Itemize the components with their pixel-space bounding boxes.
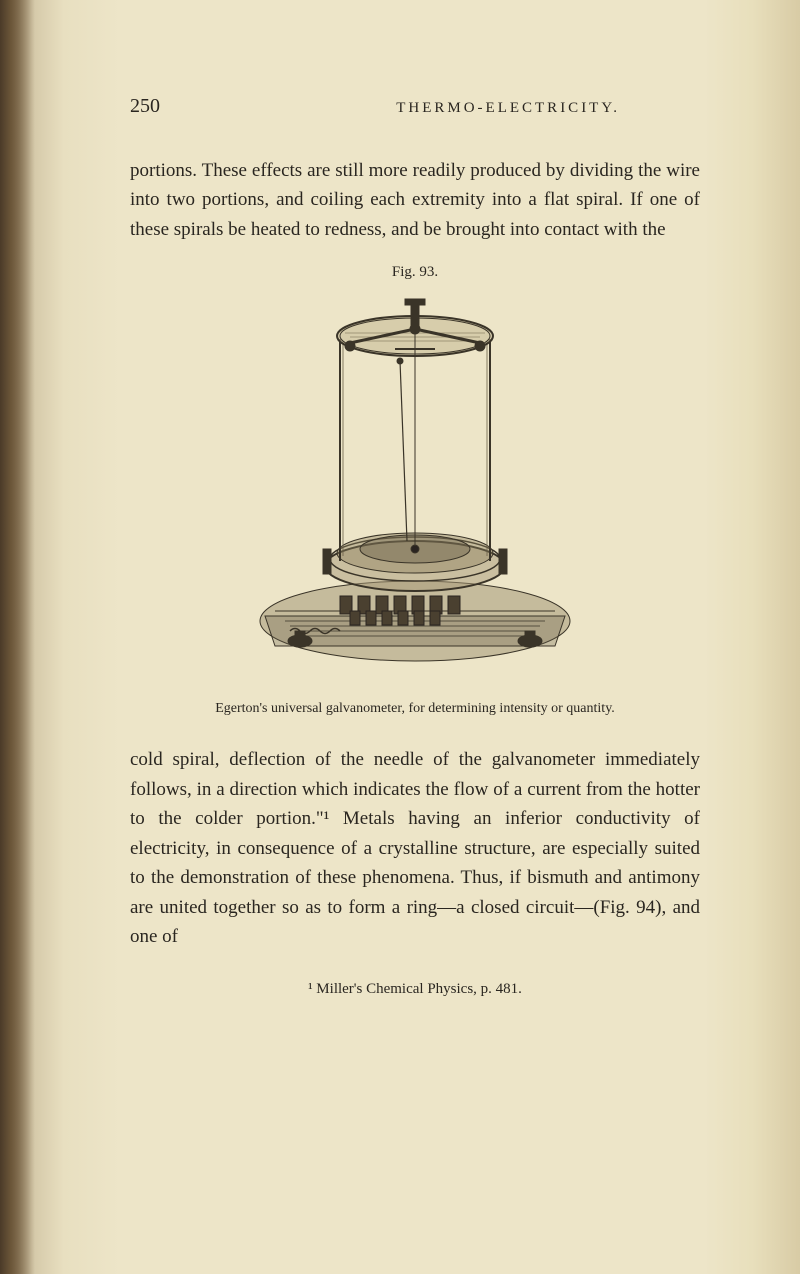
page-number: 250: [130, 95, 160, 118]
figure-label: Fig. 93.: [130, 264, 700, 281]
galvanometer-illustration: [245, 291, 585, 681]
running-title: THERMO-ELECTRICITY.: [396, 100, 620, 117]
page-header: 250 THERMO-ELECTRICITY.: [130, 95, 700, 118]
body-paragraph-2: cold spiral, deflection of the needle of…: [130, 745, 700, 951]
figure-caption: Egerton's universal galvanometer, for de…: [130, 701, 700, 717]
figure-container: Fig. 93.: [130, 264, 700, 717]
footnote: ¹ Miller's Chemical Physics, p. 481.: [130, 981, 700, 998]
body-paragraph-1: portions. These effects are still more r…: [130, 156, 700, 244]
page-content: 250 THERMO-ELECTRICITY. portions. These …: [0, 0, 800, 1274]
page-binding-shadow: [0, 0, 35, 1274]
